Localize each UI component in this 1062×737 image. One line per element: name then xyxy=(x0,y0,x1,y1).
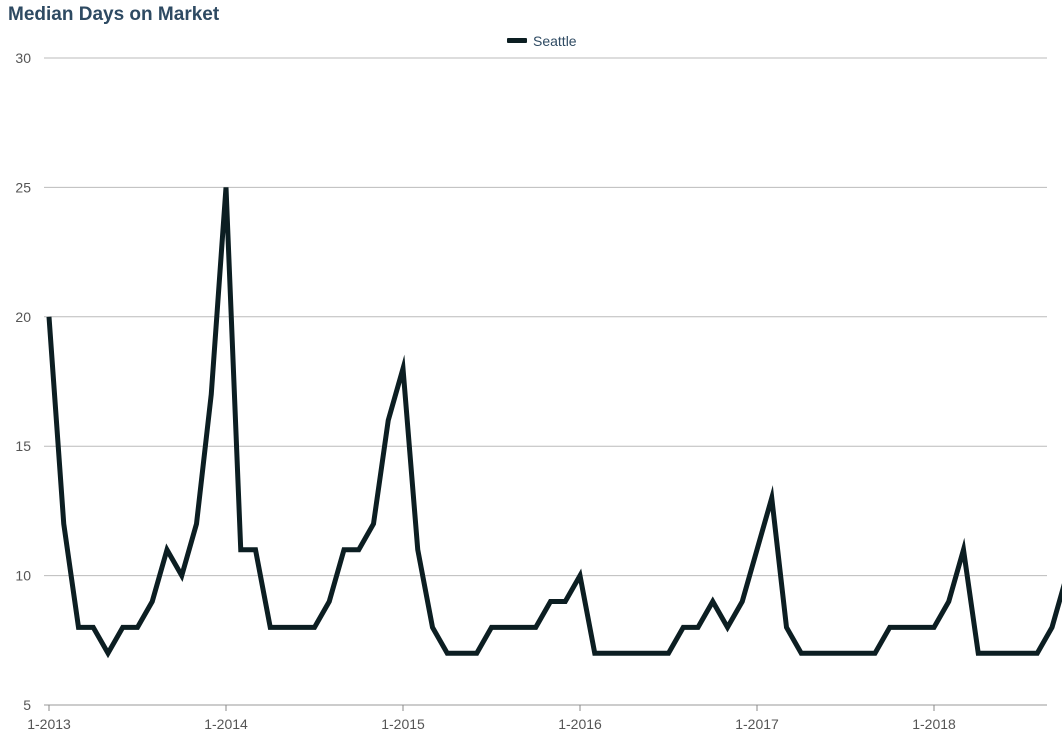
data-point xyxy=(165,548,169,552)
data-point xyxy=(416,548,420,552)
x-tick-label: 1-2015 xyxy=(381,716,425,732)
data-point xyxy=(209,392,213,396)
data-point xyxy=(829,651,833,655)
data-point xyxy=(578,574,582,578)
data-point xyxy=(268,625,272,629)
data-point xyxy=(180,574,184,578)
x-tick-label: 1-2017 xyxy=(735,716,779,732)
x-axis: 1-2013 1-2014 1-2015 1-2016 1-2017 1-2018 xyxy=(27,705,956,732)
data-point xyxy=(401,367,405,371)
data-point xyxy=(519,625,523,629)
data-point xyxy=(844,651,848,655)
series-layer xyxy=(46,185,1062,659)
data-point xyxy=(858,651,862,655)
data-point xyxy=(976,651,980,655)
legend-label-seattle: Seattle xyxy=(533,33,577,49)
data-point xyxy=(1050,625,1054,629)
y-tick-label: 10 xyxy=(15,568,31,584)
data-point xyxy=(239,548,243,552)
data-point xyxy=(991,651,995,655)
data-point xyxy=(903,625,907,629)
data-point xyxy=(726,625,730,629)
data-point xyxy=(298,625,302,629)
data-point xyxy=(740,599,744,603)
data-point xyxy=(504,625,508,629)
data-point xyxy=(814,651,818,655)
data-point xyxy=(637,651,641,655)
data-point xyxy=(136,625,140,629)
data-point xyxy=(150,599,154,603)
data-point xyxy=(563,599,567,603)
data-point xyxy=(386,418,390,422)
data-point xyxy=(460,651,464,655)
data-point xyxy=(77,625,81,629)
y-axis-tick-labels: 5 10 15 20 25 30 xyxy=(15,50,31,713)
data-point xyxy=(593,651,597,655)
data-point xyxy=(47,315,51,319)
data-point xyxy=(785,625,789,629)
data-point xyxy=(445,651,449,655)
series-line-seattle xyxy=(46,187,1062,659)
data-point xyxy=(549,599,553,603)
data-point xyxy=(1021,651,1025,655)
data-point xyxy=(327,599,331,603)
y-tick-label: 5 xyxy=(23,697,31,713)
data-point xyxy=(62,522,66,526)
data-point xyxy=(962,548,966,552)
data-point xyxy=(254,548,258,552)
y-tick-label: 30 xyxy=(15,50,31,66)
data-point xyxy=(917,625,921,629)
data-point xyxy=(91,625,95,629)
data-point xyxy=(947,599,951,603)
data-point xyxy=(1006,651,1010,655)
legend-swatch-seattle xyxy=(507,38,527,43)
data-point xyxy=(490,625,494,629)
data-point xyxy=(357,548,361,552)
data-point xyxy=(888,625,892,629)
data-point xyxy=(770,496,774,500)
data-point xyxy=(342,548,346,552)
x-tick-label: 1-2018 xyxy=(912,716,956,732)
data-point xyxy=(372,522,376,526)
data-point xyxy=(681,625,685,629)
data-point xyxy=(1035,651,1039,655)
data-point xyxy=(667,651,671,655)
y-tick-label: 25 xyxy=(15,179,31,195)
data-point xyxy=(799,651,803,655)
data-point xyxy=(283,625,287,629)
chart-title: Median Days on Market xyxy=(8,4,220,25)
y-tick-label: 15 xyxy=(15,438,31,454)
data-point xyxy=(932,625,936,629)
data-point xyxy=(106,651,110,655)
x-tick-label: 1-2013 xyxy=(27,716,71,732)
data-point xyxy=(696,625,700,629)
data-point xyxy=(622,651,626,655)
data-point xyxy=(608,651,612,655)
y-tick-label: 20 xyxy=(15,309,31,325)
data-point xyxy=(121,625,125,629)
data-point xyxy=(873,651,877,655)
data-point xyxy=(224,185,228,189)
x-tick-label: 1-2014 xyxy=(204,716,248,732)
data-point xyxy=(755,548,759,552)
grid-lines xyxy=(44,57,1047,706)
legend: Seattle xyxy=(507,33,577,49)
data-point xyxy=(313,625,317,629)
data-point xyxy=(711,599,715,603)
data-point xyxy=(431,625,435,629)
data-point xyxy=(652,651,656,655)
data-point xyxy=(475,651,479,655)
data-point xyxy=(534,625,538,629)
data-point xyxy=(195,522,199,526)
x-tick-label: 1-2016 xyxy=(558,716,602,732)
